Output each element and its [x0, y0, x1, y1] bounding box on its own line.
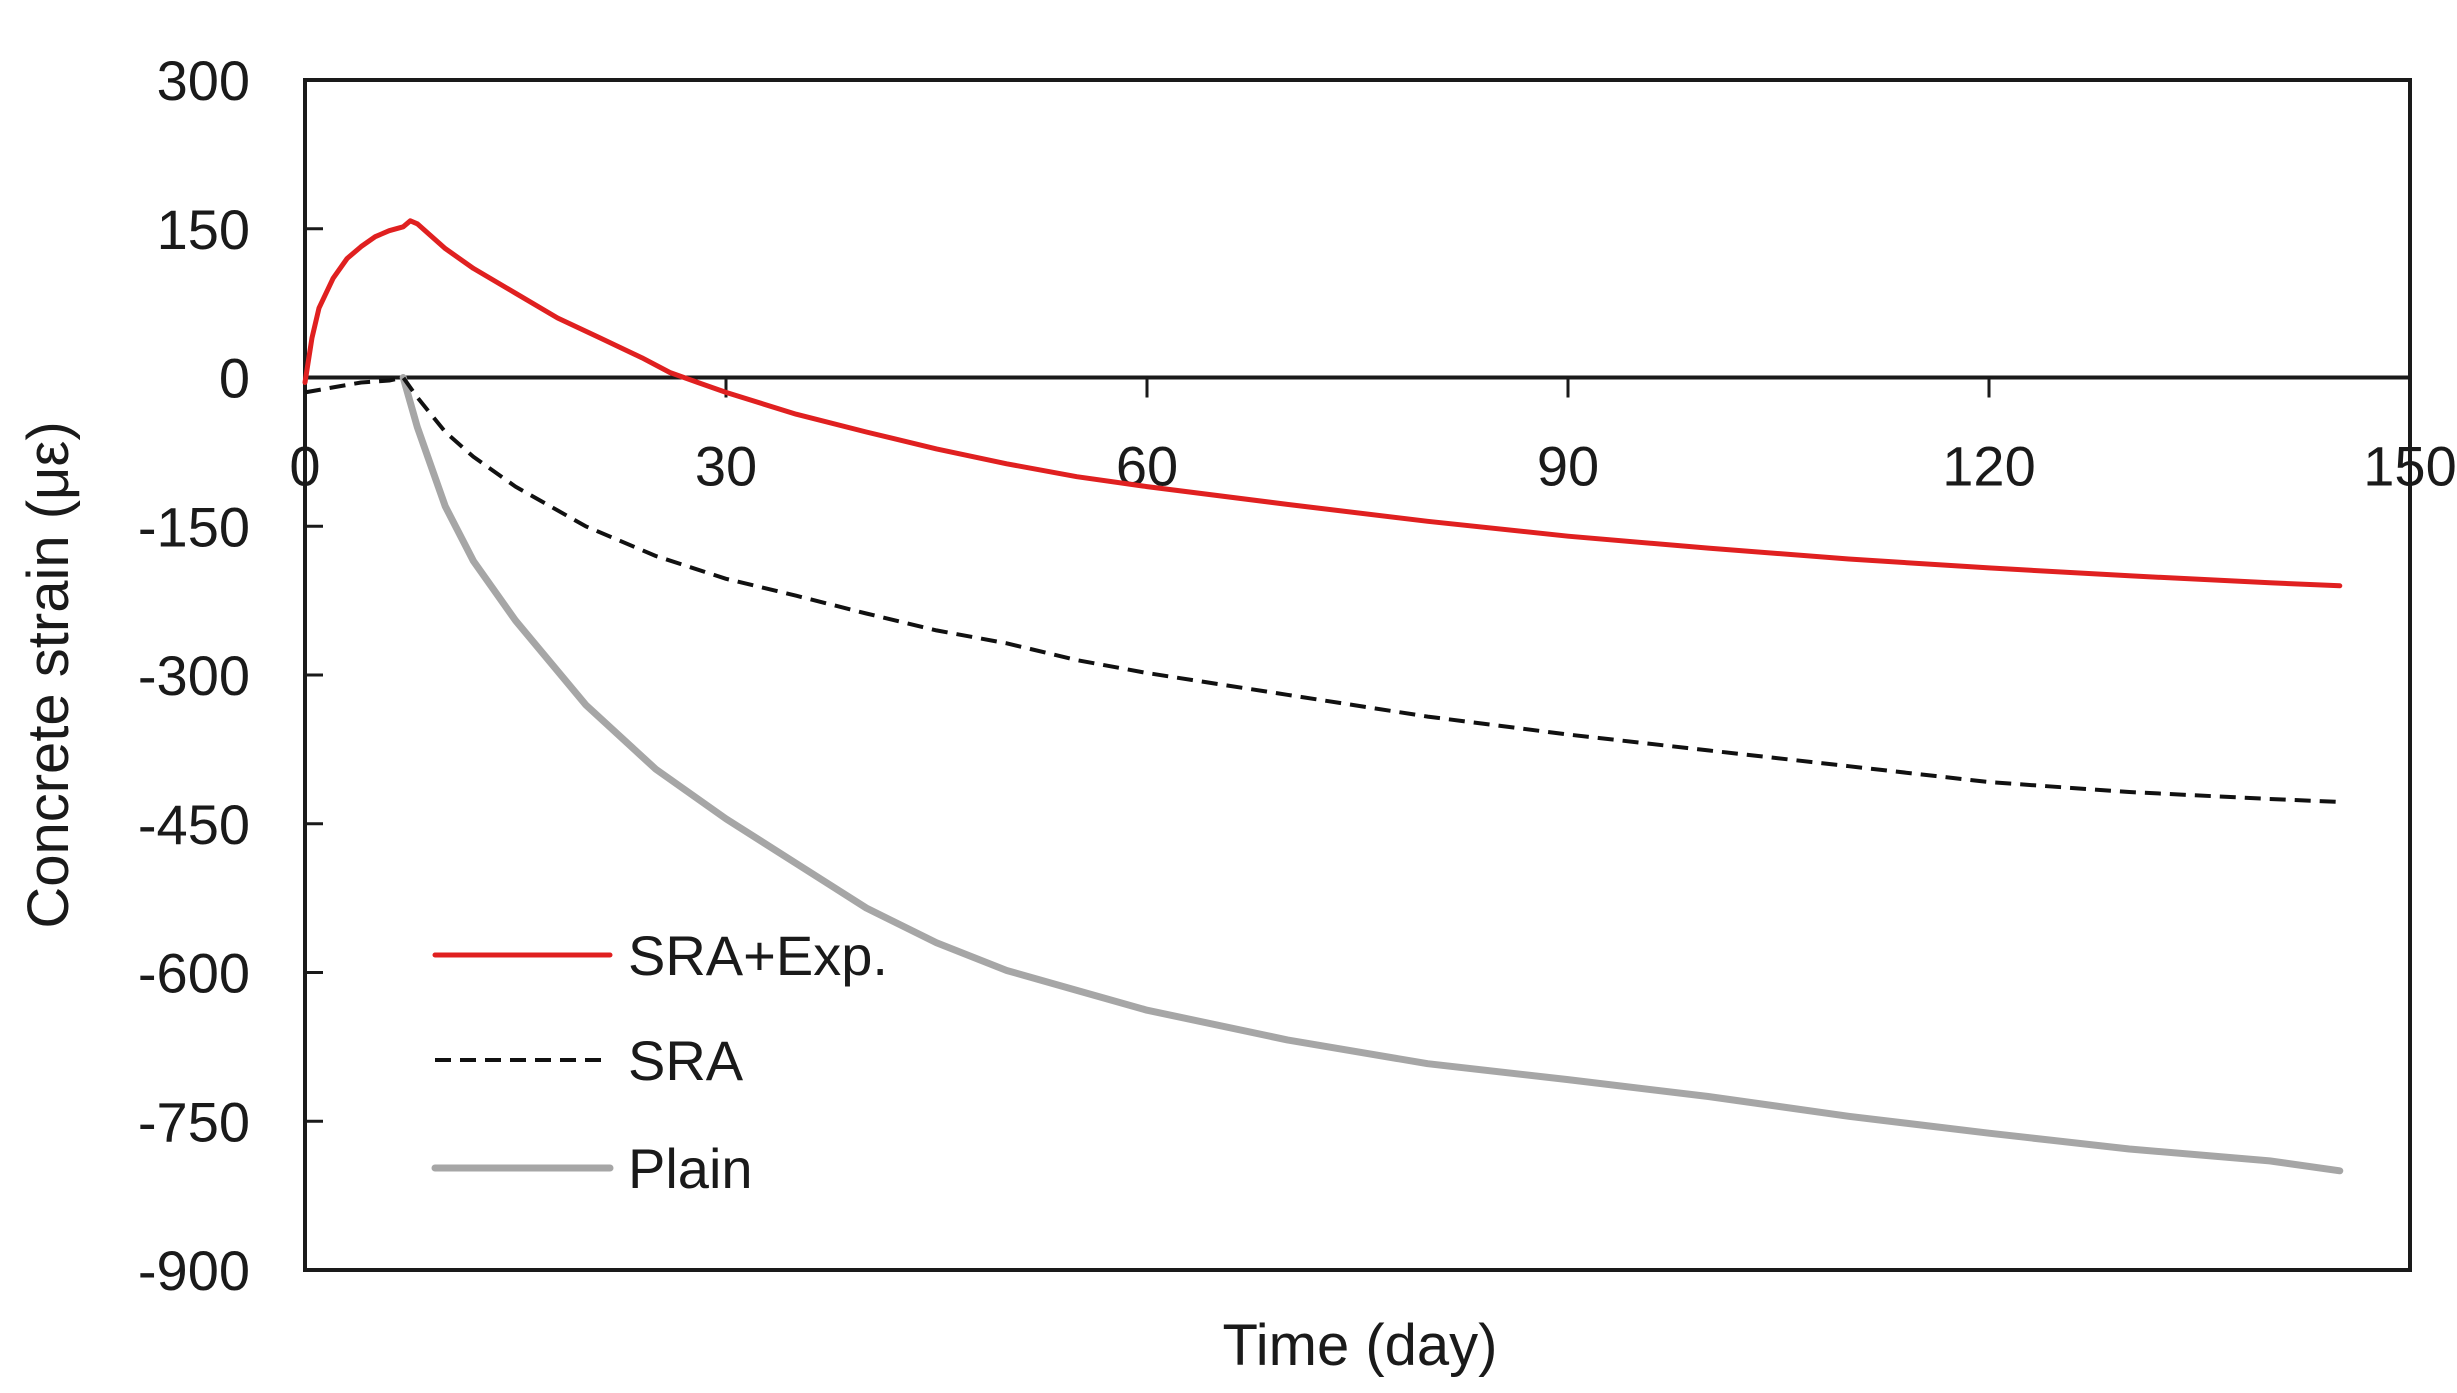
- x-tick-label: 0: [289, 435, 320, 498]
- legend-label-sra-exp: SRA+Exp.: [628, 924, 888, 987]
- legend-label-plain: Plain: [628, 1137, 753, 1200]
- x-tick-label: 30: [695, 435, 757, 498]
- y-tick-label: -150: [138, 495, 250, 558]
- x-tick-label: 90: [1537, 435, 1599, 498]
- y-tick-label: -900: [138, 1239, 250, 1302]
- series-line-sra: [304, 375, 2340, 804]
- y-axis-title: Concrete strain (με): [16, 421, 81, 928]
- y-tick-label: 300: [157, 49, 250, 112]
- series-line-plain: [399, 374, 2344, 1175]
- x-tick-label: 120: [1942, 435, 2035, 498]
- y-tick-label: -300: [138, 644, 250, 707]
- series-line-sra-exp: [302, 218, 2343, 589]
- legend-label-sra: SRA: [628, 1029, 744, 1092]
- x-tick-label: 150: [2363, 435, 2456, 498]
- y-tick-label: 0: [219, 347, 250, 410]
- y-tick-label: -450: [138, 793, 250, 856]
- y-tick-label: -600: [138, 942, 250, 1005]
- plot-area-frame: [303, 78, 2412, 1272]
- y-tick-label: -750: [138, 1090, 250, 1153]
- x-axis-title: Time (day): [1223, 1313, 1498, 1378]
- y-tick-label: 150: [157, 198, 250, 261]
